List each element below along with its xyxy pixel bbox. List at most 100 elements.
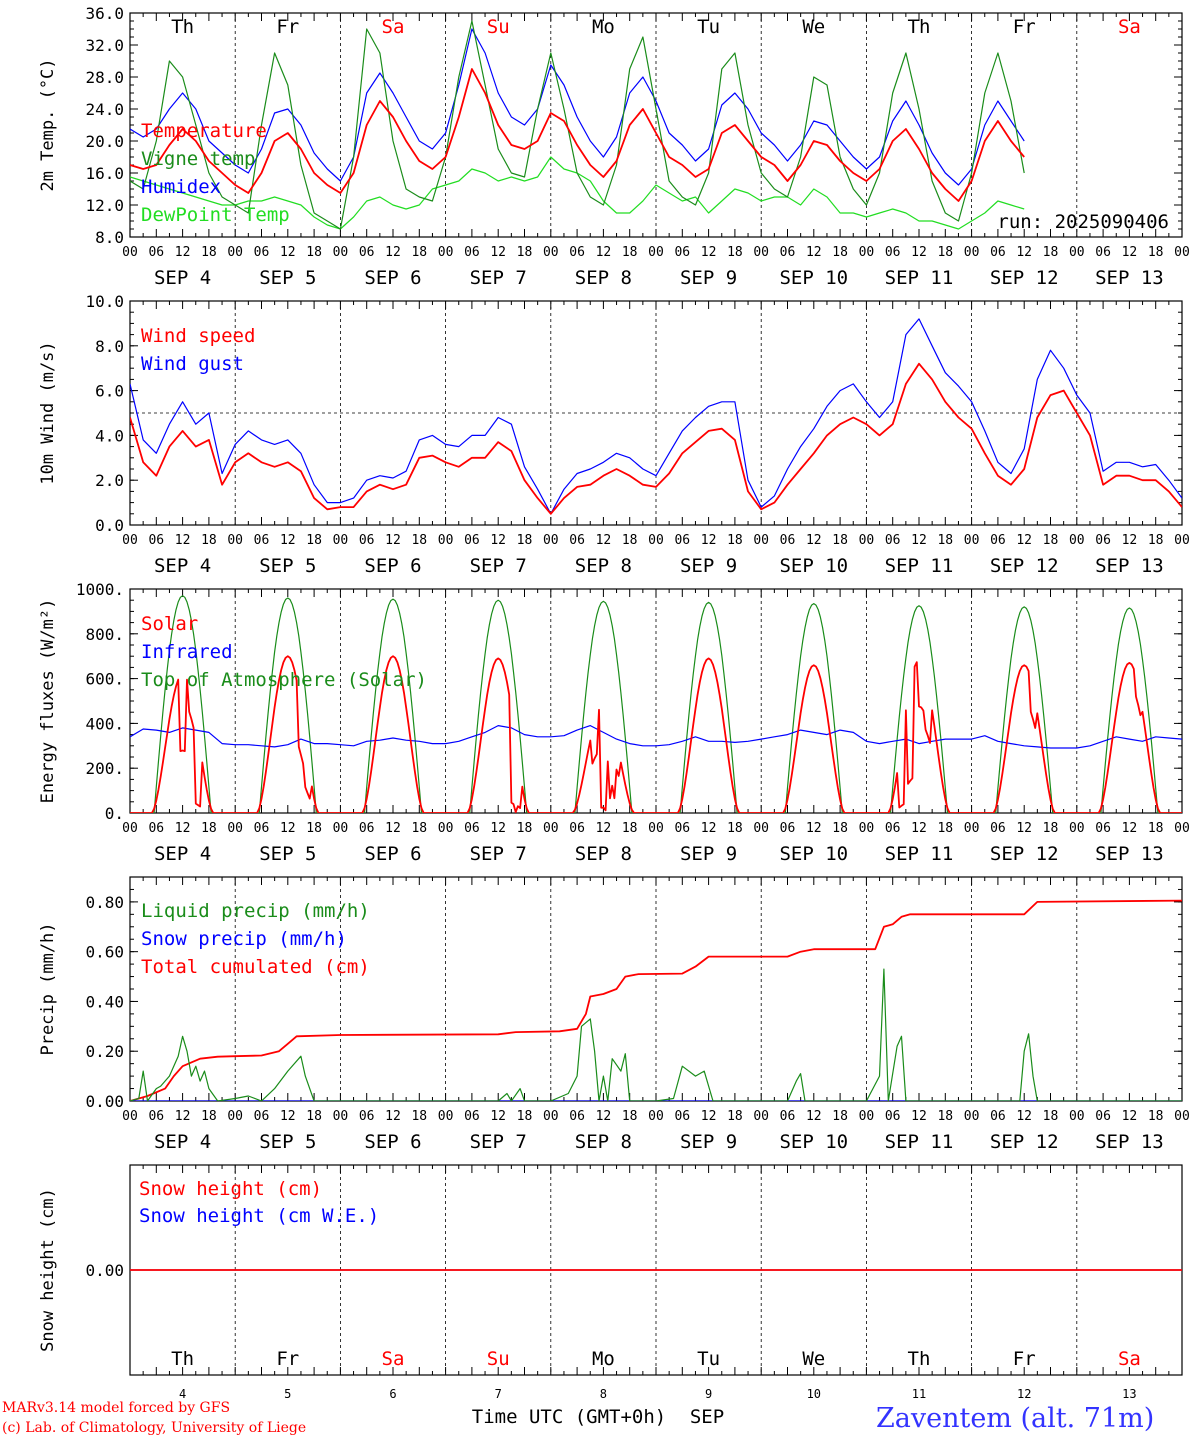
weekday-label: Mo xyxy=(592,1348,615,1370)
day-number-label: 12 xyxy=(1017,1387,1031,1401)
legend-entry: Snow height (cm W.E.) xyxy=(139,1205,379,1227)
hour-tick-label: 00 xyxy=(753,245,769,260)
y-tick-label: 200. xyxy=(85,759,124,778)
y-tick-label: 32.0 xyxy=(85,36,124,55)
hour-tick-label: 06 xyxy=(990,821,1006,836)
hour-tick-label: 06 xyxy=(464,533,480,548)
hour-tick-label: 18 xyxy=(622,533,638,548)
date-label: SEP 11 xyxy=(885,843,954,865)
series-line-3 xyxy=(130,28,1025,186)
hour-tick-label: 00 xyxy=(964,821,980,836)
hour-tick-label: 12 xyxy=(806,533,822,548)
hour-tick-label: 12 xyxy=(911,245,927,260)
station-name: Zaventem (alt. 71m) xyxy=(876,1403,1155,1434)
hour-tick-label: 06 xyxy=(990,245,1006,260)
date-label: SEP 10 xyxy=(779,267,848,289)
hour-tick-label: 06 xyxy=(569,245,585,260)
date-label: SEP 9 xyxy=(680,267,737,289)
hour-tick-label: 00 xyxy=(227,821,243,836)
series-group xyxy=(130,20,1025,230)
series-line-1 xyxy=(130,362,1182,515)
hour-tick-label: 12 xyxy=(596,533,612,548)
hour-tick-label: 18 xyxy=(937,1109,953,1124)
hour-tick-label: 18 xyxy=(517,533,533,548)
hour-tick-label: 00 xyxy=(333,245,349,260)
hour-tick-label: 00 xyxy=(438,533,454,548)
legend-entry: Total cumulated (cm) xyxy=(141,956,370,978)
hour-tick-label: 00 xyxy=(1174,533,1190,548)
y-axis-label: 2m Temp. (°C) xyxy=(38,58,58,191)
series-line-1 xyxy=(130,968,1182,1101)
hour-tick-label: 12 xyxy=(596,1109,612,1124)
weekday-label: We xyxy=(802,1348,825,1370)
weekday-label: Sa xyxy=(1118,16,1141,38)
date-label: SEP 8 xyxy=(575,1131,632,1153)
hour-tick-label: 06 xyxy=(359,245,375,260)
date-label: SEP 10 xyxy=(779,555,848,577)
date-label: SEP 5 xyxy=(259,1131,316,1153)
hour-tick-label: 18 xyxy=(201,245,217,260)
hour-tick-label: 06 xyxy=(569,533,585,548)
y-tick-label: 12.0 xyxy=(85,196,124,215)
date-label: SEP 7 xyxy=(470,267,527,289)
hour-tick-label: 12 xyxy=(701,1109,717,1124)
weekday-label: Mo xyxy=(592,16,615,38)
hour-tick-label: 06 xyxy=(780,1109,796,1124)
hour-tick-label: 06 xyxy=(1095,533,1111,548)
hour-tick-label: 06 xyxy=(780,245,796,260)
y-tick-label: 0.0 xyxy=(95,516,124,535)
y-tick-label: 4.0 xyxy=(95,426,124,445)
hour-tick-label: 06 xyxy=(148,245,164,260)
date-label: SEP 5 xyxy=(259,267,316,289)
hour-tick-label: 06 xyxy=(990,533,1006,548)
hour-tick-label: 12 xyxy=(175,1109,191,1124)
hour-tick-label: 06 xyxy=(1095,245,1111,260)
hour-tick-label: 18 xyxy=(306,533,322,548)
hour-tick-label: 12 xyxy=(1016,533,1032,548)
y-tick-label: 0.20 xyxy=(85,1042,124,1061)
hour-tick-label: 12 xyxy=(911,821,927,836)
panel-2: 0.0 2.0 4.0 6.0 8.0 10.0 10m Wind (m/s) 00 06 12 1… xyxy=(38,292,1190,577)
hour-tick-label: 18 xyxy=(1148,821,1164,836)
hour-tick-label: 06 xyxy=(780,533,796,548)
hour-tick-label: 12 xyxy=(596,245,612,260)
hour-tick-label: 12 xyxy=(385,1109,401,1124)
hour-tick-label: 18 xyxy=(411,1109,427,1124)
legend-entry: Vigne temp xyxy=(141,148,255,170)
hour-tick-label: 00 xyxy=(1069,1109,1085,1124)
hour-tick-label: 18 xyxy=(411,821,427,836)
hour-tick-label: 18 xyxy=(832,821,848,836)
hour-tick-label: 00 xyxy=(1069,245,1085,260)
y-tick-label: 28.0 xyxy=(85,68,124,87)
hour-tick-label: 12 xyxy=(490,1109,506,1124)
hour-tick-label: 12 xyxy=(490,533,506,548)
hour-tick-label: 12 xyxy=(490,245,506,260)
hour-tick-label: 00 xyxy=(122,533,138,548)
hour-tick-label: 12 xyxy=(911,533,927,548)
hour-tick-label: 00 xyxy=(859,533,875,548)
hour-tick-label: 00 xyxy=(859,821,875,836)
y-tick-label: 0.00 xyxy=(85,1261,124,1280)
date-label: SEP 13 xyxy=(1095,843,1164,865)
plot-frame xyxy=(129,588,1183,814)
hour-tick-label: 00 xyxy=(333,1109,349,1124)
series-group xyxy=(130,595,1182,813)
y-tick-label: 2.0 xyxy=(95,471,124,490)
hour-tick-label: 18 xyxy=(411,533,427,548)
date-label: SEP 12 xyxy=(990,267,1059,289)
hour-tick-label: 18 xyxy=(937,533,953,548)
hour-tick-label: 18 xyxy=(727,1109,743,1124)
hour-tick-label: 18 xyxy=(201,533,217,548)
day-number-label: 11 xyxy=(912,1387,926,1401)
panel-1: 8.0 12.0 16.0 20.0 24.0 28.0 32.0 36.0 2m Temp. … xyxy=(38,4,1190,289)
date-label: SEP 13 xyxy=(1095,267,1164,289)
y-axis-label: 10m Wind (m/s) xyxy=(38,341,58,484)
date-label: SEP 4 xyxy=(154,843,211,865)
hour-tick-label: 06 xyxy=(674,245,690,260)
y-tick-label: 0.40 xyxy=(85,992,124,1011)
hour-tick-label: 00 xyxy=(648,245,664,260)
hour-tick-label: 06 xyxy=(254,245,270,260)
hour-tick-label: 00 xyxy=(964,533,980,548)
hour-tick-label: 06 xyxy=(254,533,270,548)
series-line-1 xyxy=(130,655,1182,813)
